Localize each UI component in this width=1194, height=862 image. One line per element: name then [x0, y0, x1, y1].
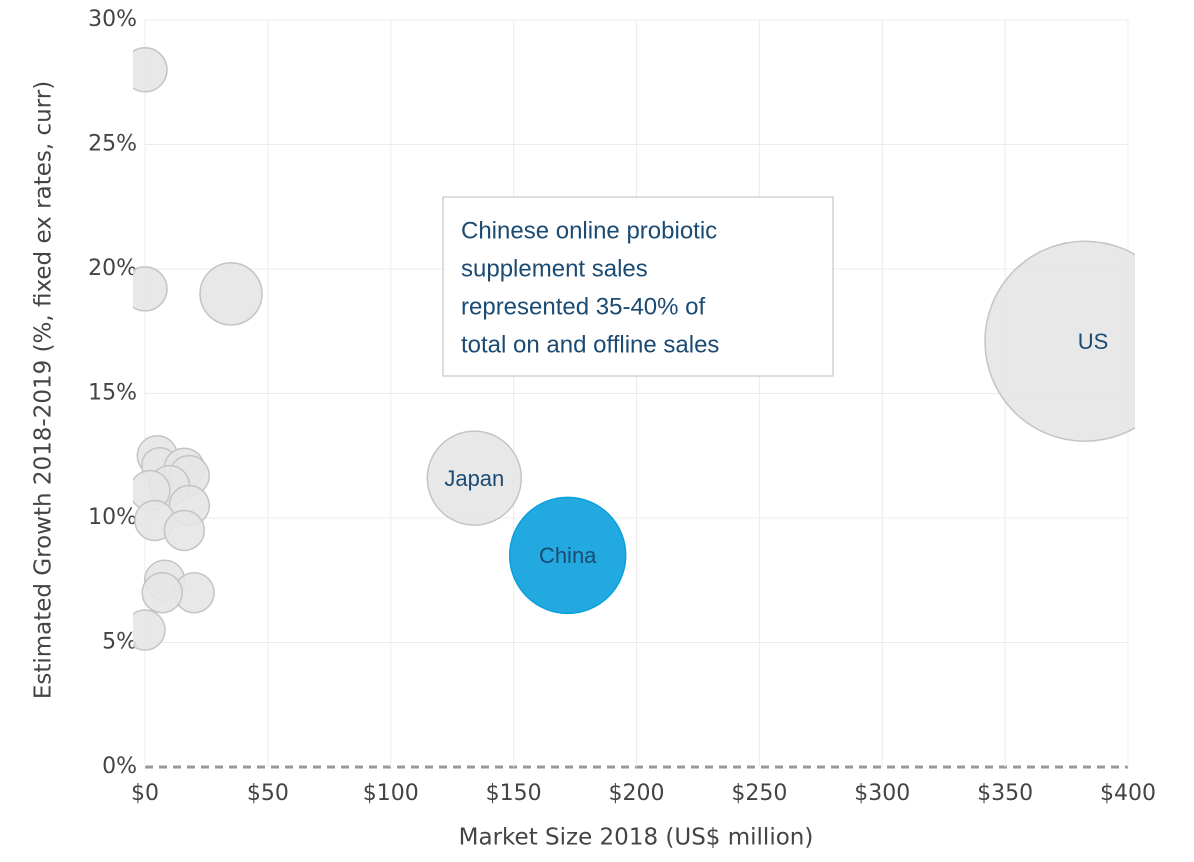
bubble — [163, 509, 206, 552]
x-tick-label: $50 — [247, 781, 289, 806]
x-tick-label: $0 — [131, 781, 159, 806]
annotation-line: Chinese online probiotic — [461, 217, 717, 244]
x-tick-label: $300 — [854, 781, 910, 806]
plot-area — [133, 47, 1135, 651]
x-tick-label: $100 — [363, 781, 419, 806]
x-tick-label: $200 — [609, 781, 665, 806]
annotation-line: supplement sales — [461, 255, 648, 282]
y-tick-label: 20% — [88, 256, 137, 281]
y-tick-label: 15% — [88, 381, 137, 406]
bubble — [426, 430, 523, 526]
bubble — [141, 571, 183, 614]
bubble-label: Japan — [444, 466, 504, 491]
x-tick-label: $400 — [1100, 781, 1156, 806]
bubble — [508, 496, 627, 615]
bubble — [133, 609, 166, 651]
y-tick-label: 30% — [88, 7, 137, 32]
bubble-label: US — [1078, 329, 1109, 354]
y-tick-label: 5% — [102, 630, 137, 655]
x-tick-label: $150 — [486, 781, 542, 806]
bubble-label: China — [539, 543, 597, 568]
y-axis-label: Estimated Growth 2018-2019 (%, fixed ex … — [31, 81, 57, 699]
x-tick-label: $250 — [731, 781, 787, 806]
y-tick-label: 25% — [88, 132, 137, 157]
annotation-line: total on and offline sales — [461, 331, 719, 358]
annotation-box — [442, 196, 834, 377]
bubble — [133, 266, 168, 312]
x-tick-label: $350 — [977, 781, 1033, 806]
annotation-line: represented 35-40% of — [461, 293, 705, 320]
bubble — [984, 240, 1135, 442]
y-tick-label: 10% — [88, 505, 137, 530]
x-axis-label: Market Size 2018 (US$ million) — [459, 825, 814, 851]
y-tick-label: 0% — [102, 754, 137, 779]
bubble — [199, 262, 263, 326]
bubble — [133, 47, 168, 93]
